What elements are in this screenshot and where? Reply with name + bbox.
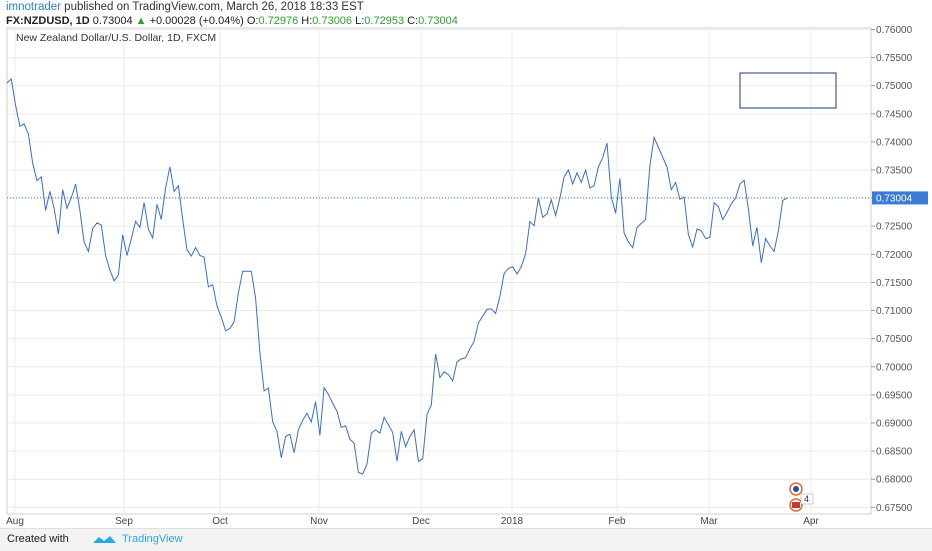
y-tick-label: 0.70000 bbox=[876, 362, 913, 373]
y-tick-label: 0.69000 bbox=[876, 418, 913, 429]
y-tick-label: 0.68500 bbox=[876, 447, 913, 458]
y-tick-label: 0.67500 bbox=[876, 503, 913, 514]
last-price: 0.73004 bbox=[92, 15, 133, 27]
x-tick-label: Nov bbox=[310, 516, 328, 527]
y-tick-label: 0.68000 bbox=[876, 475, 913, 486]
svg-text:0.73004: 0.73004 bbox=[876, 193, 913, 204]
plot-area bbox=[6, 27, 872, 515]
y-tick-label: 0.74500 bbox=[876, 109, 913, 120]
y-tick-label: 0.71500 bbox=[876, 278, 913, 289]
y-tick-label: 0.73500 bbox=[876, 166, 913, 177]
close-value: 0.73004 bbox=[418, 15, 458, 27]
low-label: L: bbox=[355, 15, 365, 27]
event-count-badge bbox=[800, 493, 814, 505]
y-tick-label: 0.71000 bbox=[876, 306, 913, 317]
close-label: C: bbox=[407, 15, 419, 27]
x-tick-label: Mar bbox=[700, 516, 718, 527]
flag-nz-inner-icon bbox=[793, 486, 799, 492]
symbol-label: FX:NZDUSD, 1D bbox=[6, 15, 90, 27]
publish-info: imnotrader published on TradingView.com,… bbox=[6, 1, 364, 13]
ohlc-bar: FX:NZDUSD, 1D 0.73004 ▲ +0.00028 (+0.04%… bbox=[6, 15, 458, 27]
tradingview-logo-icon bbox=[93, 536, 116, 543]
last-price-tag: 0.73004 bbox=[872, 191, 928, 205]
y-tick-label: 0.75000 bbox=[876, 81, 913, 92]
y-tick-label: 0.76000 bbox=[876, 25, 913, 36]
tradingview-brand-link[interactable]: TradingView bbox=[122, 533, 183, 545]
publish-text: published on TradingView.com, March 26, … bbox=[64, 1, 364, 13]
y-tick-label: 0.70500 bbox=[876, 334, 913, 345]
x-tick-label: 2018 bbox=[501, 516, 524, 527]
flag-us-inner-icon bbox=[792, 502, 800, 508]
up-arrow-icon: ▲ bbox=[135, 15, 147, 27]
open-value: 0.72976 bbox=[258, 15, 299, 27]
y-tick-label: 0.72500 bbox=[876, 222, 913, 233]
event-count: 4 bbox=[804, 494, 809, 504]
x-tick-label: Oct bbox=[212, 516, 228, 527]
footer-bar: Created with TradingView bbox=[0, 528, 932, 551]
drawn-rectangle[interactable] bbox=[739, 72, 837, 109]
x-tick-label: Feb bbox=[608, 516, 626, 527]
low-value: 0.72953 bbox=[364, 15, 405, 27]
y-tick-label: 0.74000 bbox=[876, 137, 913, 148]
created-with-text: Created with bbox=[7, 533, 69, 545]
price-chart[interactable]: New Zealand Dollar/U.S. Dollar, 1D, FXCM… bbox=[0, 0, 932, 528]
y-tick-label: 0.69500 bbox=[876, 390, 913, 401]
y-tick-label: 0.72000 bbox=[876, 250, 913, 261]
x-tick-label: Apr bbox=[803, 516, 819, 527]
high-label: H: bbox=[301, 15, 313, 27]
price-change: +0.00028 (+0.04%) bbox=[149, 15, 244, 27]
price-series-line bbox=[6, 78, 788, 475]
author-link[interactable]: imnotrader bbox=[6, 1, 61, 13]
event-flags[interactable]: 4 bbox=[789, 482, 814, 512]
open-label: O: bbox=[246, 15, 259, 27]
high-value: 0.73006 bbox=[312, 15, 353, 27]
x-tick-label: Aug bbox=[6, 516, 24, 527]
chart-title: New Zealand Dollar/U.S. Dollar, 1D, FXCM bbox=[16, 32, 216, 44]
x-tick-label: Sep bbox=[115, 516, 133, 527]
y-tick-label: 0.75500 bbox=[876, 53, 913, 64]
x-tick-label: Dec bbox=[412, 516, 430, 527]
